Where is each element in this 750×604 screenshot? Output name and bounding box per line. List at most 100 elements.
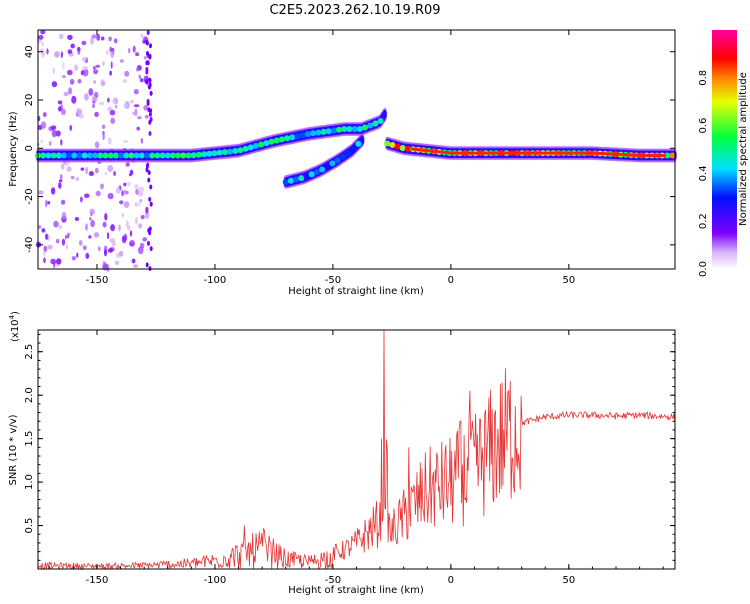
noise-speckle <box>80 196 83 203</box>
snr-y-multiplier-exp: 4 <box>8 314 16 319</box>
trace-blob <box>195 151 202 158</box>
x-tick-label: -100 <box>204 275 227 286</box>
trace-blob <box>55 152 62 159</box>
trace-core <box>535 151 539 155</box>
noise-speckle <box>41 41 44 47</box>
noise-speckle <box>60 139 63 146</box>
noise-speckle <box>42 112 47 118</box>
trace-core <box>568 151 572 155</box>
trace-core <box>472 151 475 155</box>
noise-speckle <box>133 88 139 95</box>
noise-speckle <box>134 108 138 117</box>
trace-blob <box>50 152 57 159</box>
noise-speckle <box>108 36 112 42</box>
noise-speckle <box>78 240 83 246</box>
noise-speckle <box>58 179 63 183</box>
noise-speckle <box>129 230 133 237</box>
noise-speckle <box>137 246 144 255</box>
noise-speckle <box>148 111 152 117</box>
noise-speckle <box>129 99 135 104</box>
noise-speckle <box>85 252 90 259</box>
noise-speckle <box>55 130 61 137</box>
trace-blob <box>211 150 218 157</box>
spectrogram-plot-area <box>35 29 677 272</box>
noise-speckle <box>122 235 125 242</box>
noise-speckle <box>119 200 124 205</box>
noise-speckle <box>81 56 87 63</box>
colorbar-tick-label: 0.2 <box>698 213 709 229</box>
noise-speckle <box>115 186 121 194</box>
trace-blob <box>133 152 140 159</box>
noise-speckle <box>111 240 116 247</box>
trace-blob <box>123 152 130 159</box>
colorbar-tick-label: 0.8 <box>698 70 709 86</box>
noise-speckle <box>77 79 82 84</box>
trace-core <box>639 154 643 157</box>
trace-blob <box>298 175 305 182</box>
trace-blob <box>268 138 275 145</box>
noise-speckle <box>67 34 73 41</box>
noise-speckle <box>77 51 81 55</box>
noise-speckle <box>50 258 57 265</box>
trace-blob <box>324 163 331 170</box>
noise-speckle <box>142 40 147 44</box>
noise-speckle <box>98 101 105 106</box>
noise-speckle <box>100 36 105 41</box>
trace-core <box>460 151 463 155</box>
noise-speckle <box>89 217 92 221</box>
noise-speckle <box>92 103 95 108</box>
trace-blob <box>399 145 406 151</box>
trace-blob <box>112 152 119 159</box>
noise-speckle <box>148 82 152 88</box>
trace-core <box>547 151 551 155</box>
trace-core <box>417 148 421 152</box>
trace-core <box>649 154 652 157</box>
noise-speckle <box>58 106 62 112</box>
x-tick-label: -100 <box>204 575 227 586</box>
noise-speckle <box>138 74 141 79</box>
noise-speckle <box>45 199 48 208</box>
trace-blob <box>175 152 182 159</box>
noise-speckle <box>107 106 113 112</box>
noise-speckle <box>53 220 59 228</box>
noise-speckle <box>146 101 150 106</box>
trace-core <box>512 151 515 155</box>
trace-core <box>575 151 579 155</box>
trace-core <box>528 151 532 155</box>
noise-speckle <box>40 48 44 52</box>
trace-core <box>469 151 473 155</box>
trace-core <box>476 151 480 155</box>
trace-blob <box>216 149 223 156</box>
noise-speckle <box>121 213 125 218</box>
x-tick-label: 0 <box>448 575 454 586</box>
snr-frame <box>37 329 676 570</box>
noise-speckle <box>51 129 57 138</box>
y-tick-label: 20 <box>24 94 35 107</box>
trace-core <box>509 151 513 155</box>
trace-blob <box>206 150 213 157</box>
noise-speckle <box>51 125 57 130</box>
trace-core <box>656 154 659 157</box>
noise-speckle <box>107 137 112 145</box>
trace-blob <box>81 152 88 159</box>
noise-speckle <box>76 252 79 258</box>
noise-speckle <box>58 33 64 40</box>
trace-blob <box>404 145 411 152</box>
trace-blob <box>294 133 301 140</box>
trace-core <box>410 147 414 151</box>
noise-speckle <box>43 245 48 253</box>
trace-core <box>441 150 444 154</box>
trace-blob <box>356 126 363 132</box>
x-tick-label: 50 <box>562 575 575 586</box>
trace-blob <box>377 118 384 124</box>
noise-speckle <box>68 87 73 95</box>
noise-speckle <box>146 162 150 168</box>
trace-core <box>634 153 638 157</box>
trace-core <box>502 151 506 155</box>
noise-speckle <box>124 70 130 77</box>
noise-speckle <box>149 43 152 49</box>
trace-core <box>446 151 449 155</box>
noise-speckle <box>147 170 151 176</box>
noise-speckle <box>38 190 44 195</box>
trace-blob <box>308 171 315 178</box>
